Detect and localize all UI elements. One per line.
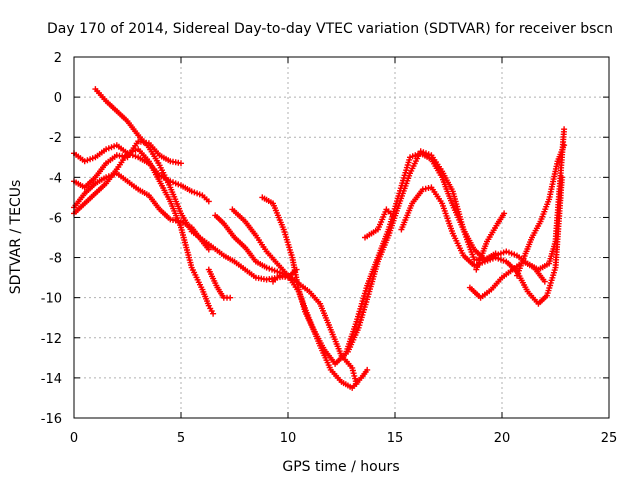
y-tick-label: 0: [54, 91, 62, 106]
chart-title: Day 170 of 2014, Sidereal Day-to-day VTE…: [47, 21, 613, 37]
series-arc-7: [205, 266, 234, 301]
data-point: [205, 246, 212, 253]
series-arc-15: [473, 210, 508, 273]
data-point: [81, 158, 88, 165]
data-point: [541, 278, 548, 285]
y-tick-label: -14: [41, 372, 62, 387]
y-tick-label: -6: [49, 211, 62, 226]
y-tick-label: -10: [41, 292, 62, 307]
data-point: [205, 198, 212, 205]
series-arc-13: [398, 174, 565, 307]
data-point: [210, 310, 217, 317]
data-point: [387, 210, 394, 217]
y-tick-label: -2: [49, 131, 62, 146]
data-point: [89, 155, 96, 162]
series-arc-11: [344, 126, 568, 355]
series-arc-16: [514, 142, 568, 279]
data-point: [191, 189, 198, 196]
series-arc-10: [270, 266, 300, 285]
series-arc-5: [92, 86, 291, 283]
y-tick-label: -12: [41, 332, 62, 347]
x-tick-label: 5: [177, 431, 185, 446]
y-tick-label: -4: [49, 171, 62, 186]
y-tick-label: -16: [41, 412, 62, 427]
x-tick-label: 10: [280, 431, 297, 446]
data-point: [561, 126, 568, 133]
data-point: [103, 146, 110, 153]
plot-frame: [73, 56, 610, 419]
data-point: [558, 174, 565, 181]
data-point: [561, 142, 568, 149]
data-point: [364, 366, 371, 373]
series-arc-12: [362, 206, 394, 241]
y-tick-label: 2: [54, 51, 62, 66]
data-point: [501, 210, 508, 217]
chart-ticks: 0 5 10 15 20 25 -16 -14 -12 -10 -8 -6 -4 -2 0 2: [41, 51, 618, 446]
x-tick-label: 20: [494, 431, 511, 446]
series-arc-14: [466, 258, 548, 301]
data-point: [227, 294, 234, 301]
x-axis-label: GPS time / hours: [282, 459, 399, 475]
y-axis-label: SDTVAR / TECUs: [8, 180, 24, 295]
x-tick-label: 25: [601, 431, 618, 446]
data-point: [178, 160, 184, 167]
chart-grid: [74, 57, 609, 418]
series-line: [400, 177, 563, 305]
x-tick-label: 0: [70, 431, 78, 446]
data-point: [293, 266, 300, 273]
y-tick-label: -8: [49, 252, 62, 267]
chart-series: [71, 86, 568, 391]
x-tick-label: 15: [387, 431, 404, 446]
